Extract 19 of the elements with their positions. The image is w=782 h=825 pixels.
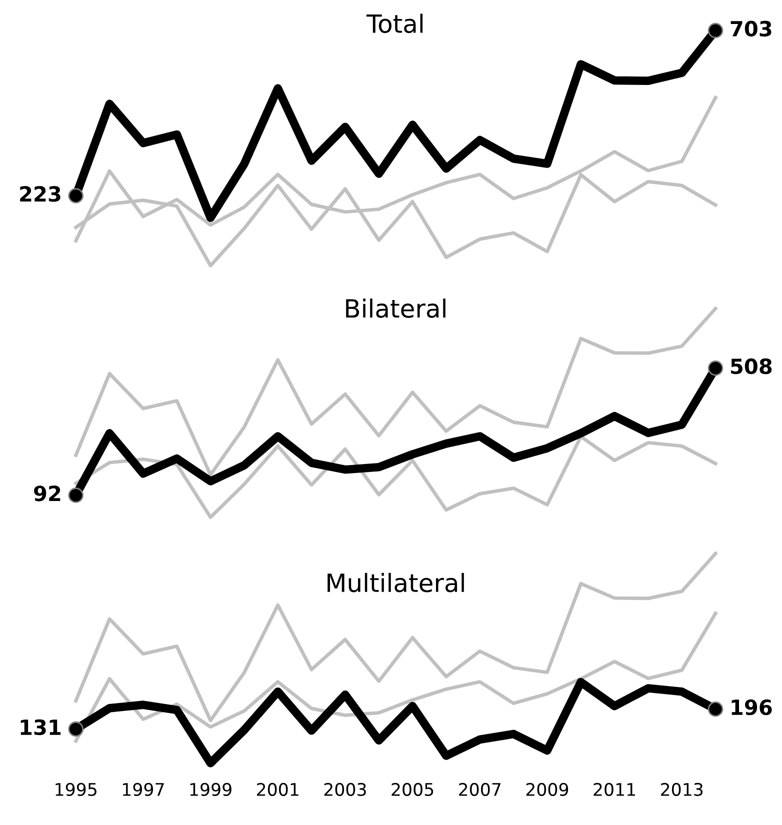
data-label: 92 [34,486,60,502]
x-tick-label: 1999 [190,782,232,796]
data-label: 196 [732,699,772,716]
x-tick-label: 2011 [594,782,636,796]
data-label: 131 [20,719,61,736]
x-tick-label: 2009 [526,782,568,796]
x-tick-label: 2001 [257,782,298,796]
data-label: 508 [731,358,772,374]
x-tick-label: 2003 [324,782,366,796]
x-tick-label: 2007 [459,782,500,796]
x-tick-label: 1997 [123,782,164,796]
x-tick-label: 1995 [56,782,96,796]
x-tick-label: 2013 [661,782,703,796]
data-label: 223 [20,186,60,202]
chart-title: Total [366,14,423,34]
x-tick-label: 2005 [392,782,434,796]
text: Multilateral [328,572,464,592]
chart-title: Bilateral [346,298,446,318]
data-label: 703 [730,20,772,37]
